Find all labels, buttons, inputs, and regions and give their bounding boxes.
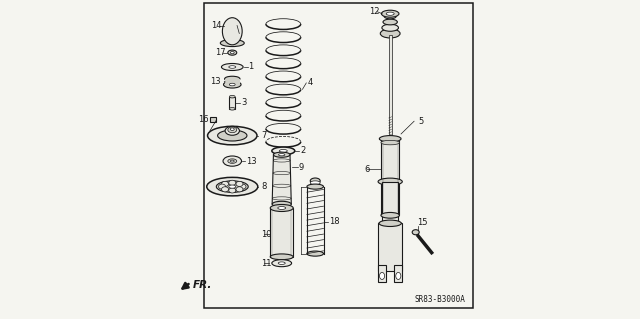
Ellipse shape <box>228 185 236 188</box>
Text: 1: 1 <box>248 63 253 71</box>
Bar <box>225 79 240 85</box>
Ellipse shape <box>381 212 399 218</box>
Bar <box>382 182 399 223</box>
Ellipse shape <box>382 24 399 31</box>
Ellipse shape <box>228 180 236 185</box>
Ellipse shape <box>221 182 228 187</box>
Ellipse shape <box>218 130 247 141</box>
Ellipse shape <box>310 181 320 185</box>
Ellipse shape <box>279 149 287 152</box>
Ellipse shape <box>207 177 258 196</box>
Ellipse shape <box>207 126 257 145</box>
Ellipse shape <box>230 52 234 54</box>
Ellipse shape <box>272 260 292 267</box>
Bar <box>394 265 402 282</box>
Ellipse shape <box>229 83 235 86</box>
Text: SR83-B3000A: SR83-B3000A <box>414 295 465 304</box>
Text: 15: 15 <box>417 218 427 227</box>
Ellipse shape <box>228 159 237 163</box>
Ellipse shape <box>225 126 239 135</box>
Bar <box>378 223 402 271</box>
Text: 16: 16 <box>198 115 209 124</box>
Ellipse shape <box>223 156 241 166</box>
Bar <box>388 35 392 136</box>
Ellipse shape <box>310 178 320 184</box>
Bar <box>204 3 473 308</box>
Ellipse shape <box>221 63 243 70</box>
Ellipse shape <box>378 178 403 185</box>
Text: 17: 17 <box>215 48 225 57</box>
Text: 5: 5 <box>419 117 424 126</box>
Ellipse shape <box>228 66 236 68</box>
Text: 2: 2 <box>300 146 305 155</box>
Text: 14: 14 <box>212 21 222 30</box>
Ellipse shape <box>278 154 285 156</box>
Bar <box>270 208 293 257</box>
Text: 12: 12 <box>369 7 380 16</box>
Ellipse shape <box>228 127 237 133</box>
Ellipse shape <box>307 251 323 256</box>
Ellipse shape <box>236 187 243 192</box>
Ellipse shape <box>380 136 401 142</box>
Ellipse shape <box>273 152 290 157</box>
Ellipse shape <box>229 108 235 110</box>
Ellipse shape <box>230 128 234 130</box>
Ellipse shape <box>379 220 401 226</box>
Text: 4: 4 <box>307 78 312 87</box>
Ellipse shape <box>228 50 237 55</box>
Text: 13: 13 <box>210 77 221 86</box>
Text: 7: 7 <box>261 131 266 140</box>
Ellipse shape <box>383 19 397 25</box>
Text: 11: 11 <box>261 259 271 268</box>
Ellipse shape <box>272 147 295 155</box>
Ellipse shape <box>221 187 228 192</box>
Text: 18: 18 <box>328 217 339 226</box>
Ellipse shape <box>272 201 291 207</box>
Ellipse shape <box>223 81 241 88</box>
Ellipse shape <box>278 262 285 264</box>
Text: 8: 8 <box>262 182 267 191</box>
Ellipse shape <box>307 184 323 189</box>
Ellipse shape <box>381 140 399 145</box>
Ellipse shape <box>228 188 236 193</box>
Ellipse shape <box>220 40 244 47</box>
Bar <box>378 265 386 282</box>
Ellipse shape <box>239 184 246 189</box>
Bar <box>229 97 235 109</box>
Ellipse shape <box>216 181 248 192</box>
Ellipse shape <box>270 204 293 211</box>
Ellipse shape <box>270 254 293 260</box>
Ellipse shape <box>384 14 396 19</box>
Ellipse shape <box>218 184 225 189</box>
Ellipse shape <box>236 182 243 187</box>
Ellipse shape <box>380 29 400 38</box>
Ellipse shape <box>278 207 285 210</box>
Text: 3: 3 <box>241 98 246 107</box>
Polygon shape <box>272 155 291 204</box>
Ellipse shape <box>380 272 385 279</box>
Bar <box>381 139 399 215</box>
Text: 6: 6 <box>364 165 369 174</box>
Ellipse shape <box>229 95 235 98</box>
Text: 13: 13 <box>246 157 256 166</box>
Text: 10: 10 <box>261 230 271 239</box>
Ellipse shape <box>225 76 240 81</box>
Text: FR.: FR. <box>193 279 212 290</box>
Ellipse shape <box>386 12 394 15</box>
Ellipse shape <box>222 18 242 45</box>
Bar <box>211 117 216 122</box>
Ellipse shape <box>412 230 419 235</box>
Text: 9: 9 <box>298 163 303 172</box>
Ellipse shape <box>230 160 234 162</box>
Ellipse shape <box>396 272 401 279</box>
Ellipse shape <box>381 10 399 17</box>
